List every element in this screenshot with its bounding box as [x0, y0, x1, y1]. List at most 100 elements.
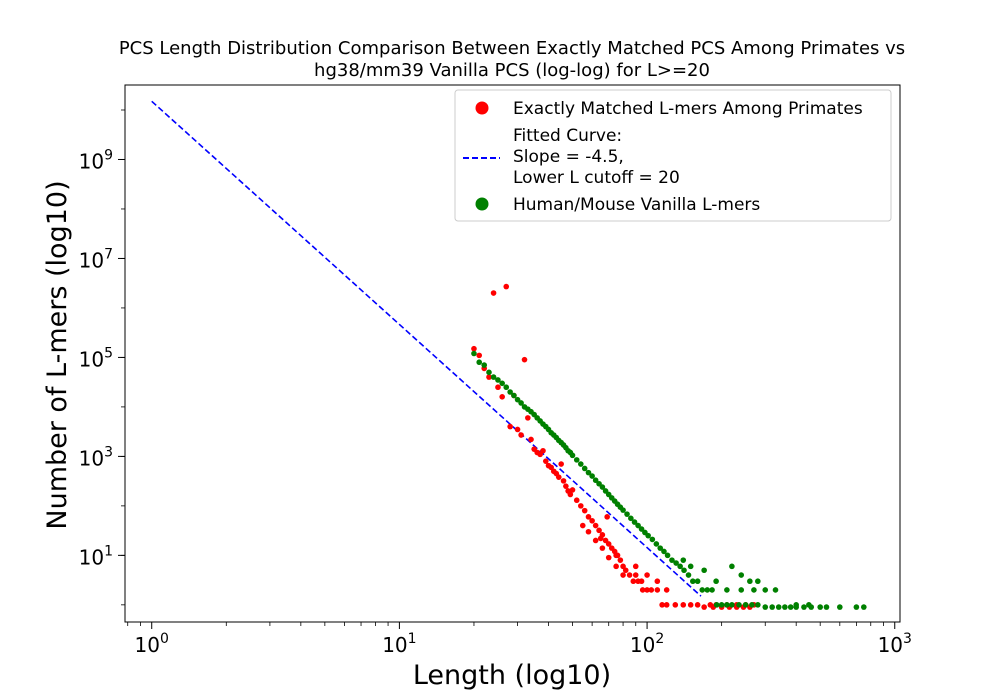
y-axis-ticks: 101 103 105 107 109 — [79, 109, 125, 606]
legend-label-fit-line-3: Lower L cutoff = 20 — [513, 168, 680, 188]
y-tick-label: 105 — [79, 345, 113, 371]
vanilla-point — [645, 532, 651, 539]
vanilla-point — [687, 563, 694, 570]
primates-point — [605, 554, 612, 561]
primates-point — [644, 587, 650, 593]
vanilla-point — [673, 560, 679, 566]
y-tick-label: 109 — [79, 147, 113, 173]
primates-point — [490, 290, 497, 296]
vanilla-point — [718, 602, 725, 608]
vanilla-point — [585, 469, 592, 476]
vanilla-point — [685, 572, 692, 578]
vanilla-point — [624, 511, 630, 517]
vanilla-point — [694, 578, 701, 585]
primates-point — [694, 602, 701, 608]
primates-point — [542, 458, 549, 464]
vanilla-point — [680, 557, 687, 563]
primates-point — [486, 374, 492, 380]
vanilla-point — [751, 587, 757, 593]
chart-title-line-2: hg38/mm39 Vanilla PCS (log-log) for L>=2… — [314, 60, 710, 81]
vanilla-point — [681, 567, 687, 574]
vanilla-point — [755, 602, 761, 608]
vanilla-point — [573, 457, 580, 463]
primates-point — [620, 563, 626, 570]
vanilla-point — [736, 602, 742, 608]
primates-point — [626, 572, 633, 578]
primates-point — [577, 503, 584, 509]
primates-point — [659, 602, 665, 608]
primates-point — [663, 602, 670, 608]
x-tick-label: 101 — [382, 631, 416, 657]
primates-point — [663, 587, 670, 593]
primates-point — [589, 517, 595, 524]
legend-marker-vanilla — [475, 197, 489, 211]
primates-point — [648, 587, 655, 593]
vanilla-point — [787, 604, 794, 610]
vanilla-point — [569, 452, 576, 459]
vanilla-point — [793, 602, 799, 608]
y-tick-label: 107 — [79, 246, 113, 272]
vanilla-point — [755, 578, 761, 585]
primates-point — [563, 483, 569, 489]
primates-point — [503, 283, 510, 290]
vanilla-point — [677, 563, 683, 570]
vanilla-point — [657, 545, 664, 551]
legend-label-vanilla: Human/Mouse Vanilla L-mers — [513, 195, 760, 215]
vanilla-point — [738, 572, 745, 578]
primates-point — [630, 578, 637, 585]
primates-point — [639, 587, 646, 593]
vanilla-point — [817, 604, 823, 610]
primates-point — [620, 572, 626, 578]
vanilla-point — [476, 359, 483, 366]
primates-point — [605, 541, 612, 547]
primates-point — [617, 557, 624, 563]
primates-point — [604, 514, 610, 520]
primates-point — [555, 474, 562, 480]
vanilla-point — [649, 536, 656, 543]
vanilla-point — [495, 377, 501, 383]
primates-point — [558, 461, 564, 467]
vanilla-point — [628, 515, 634, 522]
primates-point — [597, 535, 604, 542]
vanilla-point — [635, 522, 641, 529]
vanilla-point — [638, 526, 645, 532]
vanilla-point — [664, 552, 671, 559]
vanilla-point — [801, 604, 807, 610]
vanilla-point — [724, 587, 730, 593]
primates-point — [680, 602, 687, 608]
primates-point — [599, 545, 606, 551]
primates-point — [644, 572, 650, 578]
primates-point — [579, 522, 586, 529]
vanilla-point — [653, 541, 660, 547]
primates-point — [528, 436, 534, 443]
primates-point — [632, 563, 639, 570]
vanilla-point — [704, 587, 711, 593]
primates-point — [514, 426, 521, 433]
primates-point — [525, 415, 531, 421]
vanilla-point — [486, 369, 492, 376]
primates-point — [476, 352, 483, 359]
legend: Exactly Matched L-mers Among Primates Fi… — [454, 89, 892, 222]
primates-point — [672, 602, 679, 608]
legend-box — [454, 89, 892, 222]
vanilla-point — [769, 604, 775, 610]
vanilla-point — [577, 461, 584, 467]
primates-point — [638, 578, 645, 585]
primates-point — [654, 587, 661, 593]
primates-point — [701, 604, 707, 610]
vanilla-point — [514, 396, 521, 403]
x-tick-label: 103 — [878, 631, 912, 657]
primates-point — [654, 578, 661, 585]
primates-point — [540, 447, 546, 454]
vanilla-point — [853, 604, 860, 610]
vanilla-point — [661, 548, 667, 555]
vanilla-point — [581, 465, 588, 472]
fit-line — [151, 100, 702, 597]
x-tick-label: 100 — [135, 631, 169, 657]
y-tick-label: 103 — [79, 444, 113, 470]
legend-label-primates: Exactly Matched L-mers Among Primates — [513, 99, 863, 119]
legend-label-fit-line-1: Fitted Curve: — [513, 126, 622, 146]
vanilla-point — [762, 604, 769, 610]
y-tick-label: 101 — [79, 543, 113, 569]
vanilla-point — [729, 563, 735, 570]
